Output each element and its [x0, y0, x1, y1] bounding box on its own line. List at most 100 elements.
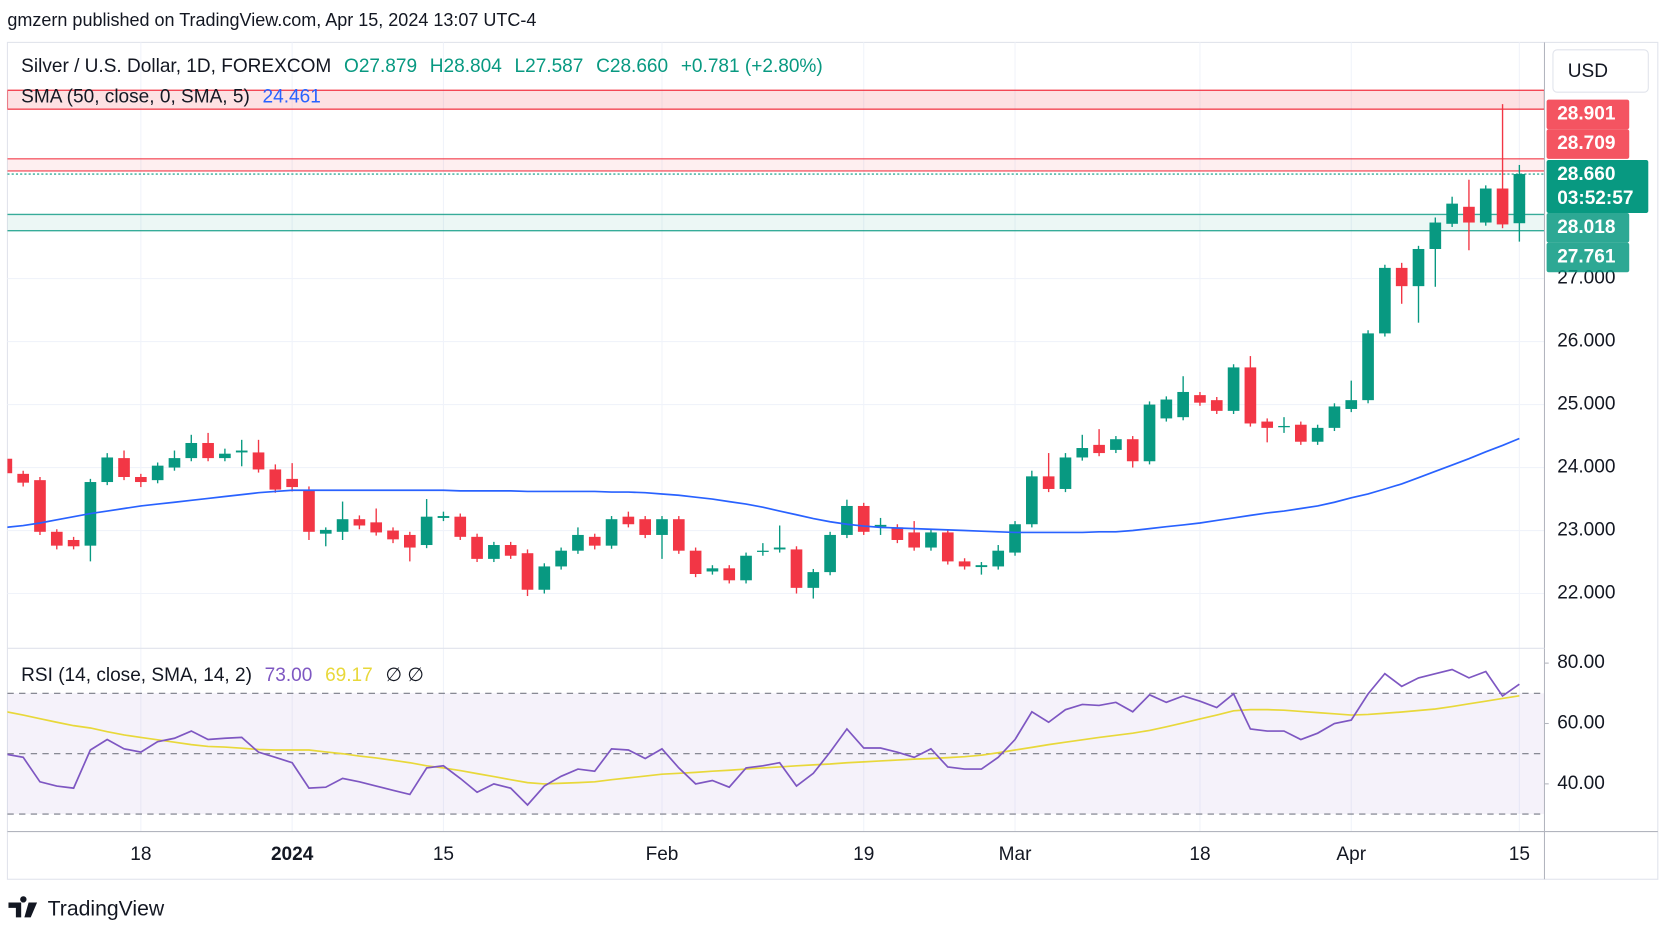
candle-body: [1379, 267, 1391, 334]
candle-body: [538, 566, 551, 590]
rsi-line: [7, 668, 1520, 807]
candle-body: [1362, 333, 1374, 401]
y-tick-label: 24.000: [1557, 457, 1615, 478]
candle-body: [1177, 391, 1189, 418]
candle-body: [202, 442, 214, 459]
candle-body: [488, 545, 500, 559]
x-tick-label: 2024: [271, 844, 314, 865]
candle-body: [807, 572, 820, 588]
candle-body: [1042, 476, 1055, 489]
x-tick-label: Apr: [1336, 844, 1366, 865]
candle-body: [151, 465, 164, 481]
sma-value: 24.461: [263, 87, 321, 108]
candle-body: [891, 527, 904, 540]
currency-label: USD: [1568, 61, 1608, 82]
sma-line: [7, 437, 1520, 534]
candle-body: [757, 550, 769, 552]
candle-body: [925, 532, 937, 548]
candle-body: [572, 534, 584, 551]
price-badge: [1546, 99, 1630, 130]
candle-body: [336, 519, 349, 532]
candle-body: [588, 536, 601, 546]
candle-body: [874, 524, 887, 527]
price-badge-label: 28.901: [1557, 103, 1616, 124]
candle-body: [17, 473, 29, 483]
price-badge-label: 28.018: [1557, 217, 1615, 238]
price-zone: [7, 158, 1545, 171]
candle-body: [1496, 188, 1509, 225]
candle-body: [286, 478, 298, 488]
candle-body: [1110, 439, 1122, 450]
candle-body: [706, 568, 719, 572]
x-tick-label: Mar: [999, 844, 1032, 865]
candle-body: [908, 532, 920, 548]
candle-body: [1479, 188, 1492, 223]
candle-body: [101, 457, 114, 483]
ohlc-value: C28.660: [596, 56, 668, 77]
candle-body: [521, 553, 534, 590]
candle-body: [1160, 399, 1173, 419]
candle-body: [958, 561, 971, 567]
candle-body: [857, 505, 870, 532]
candle-body: [404, 534, 416, 548]
candle-body: [1126, 439, 1139, 462]
candle-body: [420, 516, 433, 546]
candle-body: [34, 480, 46, 532]
published-note: gmzern published on TradingView.com, Apr…: [7, 10, 536, 30]
candle-body: [1194, 395, 1206, 403]
candle-body: [269, 469, 282, 490]
rsi-extra: ∅ ∅: [385, 665, 423, 686]
rsi-value: 69.17: [325, 665, 373, 686]
candle-body: [168, 458, 181, 468]
candle-body: [1446, 203, 1458, 224]
candle-body: [1093, 444, 1105, 454]
candle-body: [67, 539, 80, 547]
rsi-tick-label: 80.00: [1557, 652, 1605, 673]
candle-body: [7, 458, 13, 474]
candle-body: [656, 519, 668, 535]
candle-body: [185, 442, 198, 459]
candle-body: [219, 453, 231, 459]
candle-body: [1311, 427, 1324, 442]
candle-body: [319, 529, 332, 534]
candle-body: [1395, 267, 1408, 287]
candle-body: [1244, 367, 1257, 424]
candle-body: [689, 550, 702, 574]
countdown: 03:52:57: [1557, 188, 1633, 209]
candle-body: [1429, 222, 1442, 249]
candle-body: [723, 568, 736, 581]
candle-body: [773, 547, 786, 550]
candle-body: [1210, 400, 1223, 411]
price-badge: [1546, 159, 1649, 213]
logo-mark: [8, 896, 38, 918]
candle-body: [303, 489, 315, 532]
rsi-legend: RSI (14, close, SMA, 14, 2): [21, 665, 252, 686]
candle-body: [975, 565, 988, 568]
candle-body: [740, 555, 752, 581]
x-tick-label: 15: [1509, 844, 1530, 865]
zone: [7, 89, 1545, 110]
candle-body: [235, 450, 248, 453]
rsi-pane: [7, 668, 1520, 807]
candle-body: [1412, 248, 1425, 287]
candle-body: [1513, 174, 1526, 224]
price-badge-label: 27.761: [1557, 246, 1616, 267]
rsi-tick-label: 60.00: [1557, 713, 1605, 734]
ohlc-value: O27.879: [344, 56, 417, 77]
rsi-value: 73.00: [265, 665, 313, 686]
candle-body: [639, 519, 652, 535]
x-tick-label: Feb: [646, 844, 679, 865]
candle-body: [622, 516, 635, 525]
candle-body: [1143, 404, 1156, 462]
ohlc-value: H28.804: [430, 56, 502, 77]
price-zone: [7, 214, 1545, 231]
currency-button[interactable]: [1552, 49, 1649, 93]
candle-body: [50, 531, 63, 546]
candle-body: [437, 516, 450, 518]
price-badge: [1546, 212, 1630, 243]
price-badge: [1546, 129, 1630, 159]
y-tick-label: 26.000: [1557, 331, 1615, 352]
candle-body: [471, 536, 483, 559]
candle-body: [370, 522, 383, 533]
